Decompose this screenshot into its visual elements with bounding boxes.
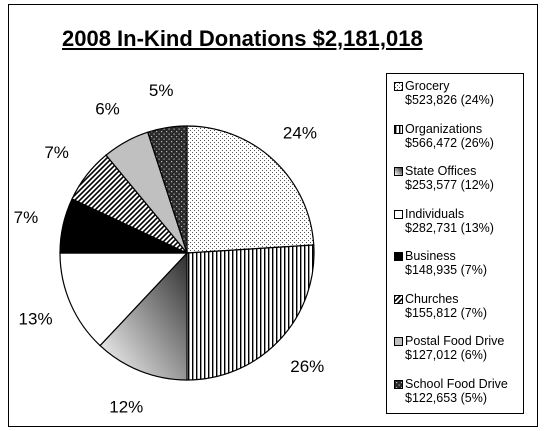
pie-slice-grocery (186, 125, 315, 254)
legend-swatch (394, 124, 403, 134)
legend-value: $155,812 (7%) (405, 305, 488, 320)
legend-label: Business (405, 249, 456, 263)
slice-label-individuals: 13% (19, 310, 53, 329)
slice-label-organizations: 26% (290, 357, 324, 376)
chart-title: 2008 In-Kind Donations $2,181,018 (62, 26, 423, 51)
slice-label-business: 7% (14, 208, 39, 227)
legend-label: Organizations (405, 121, 483, 136)
legend-value: $566,472 (26%) (405, 135, 494, 150)
slice-label-postal-food-drive: 6% (95, 99, 120, 118)
legend-value: $282,731 (13%) (405, 220, 494, 235)
legend-swatch (394, 252, 403, 261)
legend-swatch (394, 167, 403, 176)
legend-label: Grocery (405, 79, 450, 93)
slice-label-churches: 7% (44, 143, 69, 162)
legend-label: School Food Drive (405, 376, 508, 391)
pie-slice-state-offices (99, 251, 188, 381)
legend-value: $523,826 (24%) (405, 93, 494, 107)
legend-value: $253,577 (12%) (405, 178, 494, 192)
legend-value: $122,653 (5%) (405, 390, 488, 405)
legend-swatch (394, 379, 403, 389)
legend: Grocery $523,826 (24%) Organizations $566,4… (386, 73, 524, 414)
pie-slice-school-food-drive (146, 125, 188, 254)
slice-label-grocery: 24% (283, 124, 317, 143)
legend-value: $127,012 (6%) (405, 348, 488, 362)
slice-label-school-food-drive: 5% (149, 81, 174, 100)
pie-slice-organizations (186, 244, 315, 381)
pie-slice-individuals (59, 252, 189, 347)
legend-label: Postal Food Drive (405, 334, 505, 348)
legend-label: Churches (405, 291, 459, 306)
legend-label: State Offices (405, 164, 477, 178)
legend-label: Individuals (405, 206, 465, 221)
legend-value: $148,935 (7%) (405, 263, 488, 277)
legend-swatch (394, 294, 403, 304)
legend-swatch (394, 337, 403, 346)
slice-label-state-offices: 12% (109, 397, 143, 416)
legend-swatch (394, 209, 403, 219)
legend-swatch (394, 82, 403, 91)
